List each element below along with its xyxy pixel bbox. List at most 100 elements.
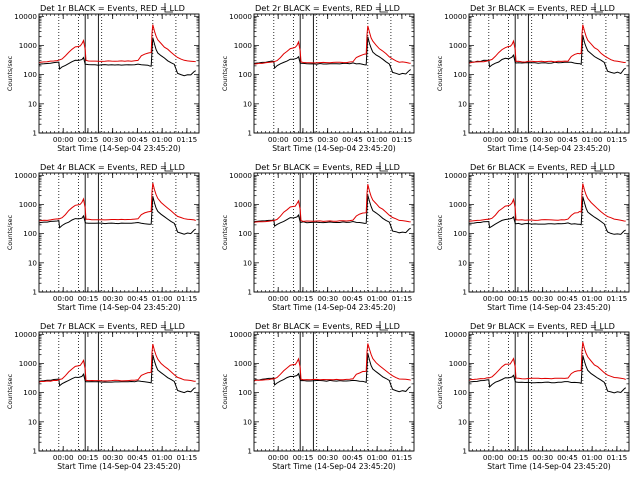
y-axis-label: Counts/sec	[221, 214, 229, 250]
y-tick-label: 100	[453, 229, 467, 238]
x-tick-label: 00:15	[78, 135, 99, 144]
x-tick-label: 00:00	[483, 453, 504, 462]
x-tick-label: 01:00	[152, 135, 173, 144]
y-tick-label: 1	[462, 129, 467, 138]
x-axis-label: Start Time (14-Sep-04 23:45:20)	[487, 462, 611, 471]
y-tick-label: 1000	[234, 41, 253, 50]
x-tick-label: 00:15	[293, 453, 314, 462]
y-tick-label: 100	[238, 70, 252, 79]
x-tick-label: 00:45	[557, 135, 578, 144]
series-line-events	[468, 355, 627, 394]
x-axis-label: Start Time (14-Sep-04 23:45:20)	[272, 303, 396, 312]
series-line-lld	[468, 24, 626, 64]
panel-title: Det 2r BLACK = Events, RED = LLD	[255, 3, 400, 13]
x-tick-label: 00:45	[342, 135, 363, 144]
title-bracket-mark	[379, 321, 388, 331]
x-tick-label: 00:45	[127, 453, 148, 462]
plot-frame	[468, 172, 630, 293]
y-tick-label: 1000	[449, 359, 468, 368]
title-bracket-mark	[164, 321, 173, 331]
y-tick-label: 10000	[229, 171, 252, 180]
y-axis-label: Counts/sec	[436, 214, 444, 250]
series-line-events	[468, 196, 626, 235]
x-tick-label: 00:45	[342, 294, 363, 303]
x-tick-label: 00:30	[102, 294, 123, 303]
series-line-lld	[468, 341, 626, 381]
panel-3: Det 3r BLACK = Events, RED = LLD 1 10 100 10…	[436, 3, 630, 153]
y-tick-label: 1	[32, 129, 37, 138]
panel-6: Det 6r BLACK = Events, RED = LLD 1 10 100 10…	[436, 162, 630, 312]
y-tick-label: 1000	[449, 41, 468, 50]
x-tick-label: 00:15	[508, 135, 529, 144]
y-tick-label: 100	[238, 388, 252, 397]
x-tick-label: 00:30	[102, 135, 123, 144]
y-tick-label: 10	[458, 99, 468, 108]
plot-frame	[38, 13, 200, 134]
y-tick-label: 1	[247, 129, 252, 138]
y-tick-label: 1	[462, 288, 467, 297]
y-axis-label: Counts/sec	[6, 55, 14, 91]
y-axis-label: Counts/sec	[436, 373, 444, 409]
series-line-events	[38, 37, 196, 77]
y-tick-label: 1000	[19, 41, 38, 50]
x-tick-label: 00:00	[53, 453, 74, 462]
plot-frame	[468, 13, 630, 134]
x-tick-label: 00:45	[127, 135, 148, 144]
y-tick-label: 10000	[229, 12, 252, 21]
x-tick-label: 00:00	[268, 294, 289, 303]
x-axis-label: Start Time (14-Sep-04 23:45:20)	[487, 303, 611, 312]
panel-5: Det 5r BLACK = Events, RED = LLD 1 10 100 10…	[221, 162, 415, 312]
panel-1: Det 1r BLACK = Events, RED = LLD 1 10 100 10…	[6, 3, 200, 153]
y-tick-label: 10	[458, 258, 468, 267]
series-line-lld	[254, 25, 411, 65]
panel-8: Det 8r BLACK = Events, RED = LLD 1 10 100 10…	[221, 321, 415, 471]
x-tick-label: 00:00	[53, 135, 74, 144]
x-tick-label: 00:15	[78, 453, 99, 462]
y-axis-label: Counts/sec	[221, 55, 229, 91]
x-tick-label: 01:15	[392, 453, 413, 462]
panel-title: Det 9r BLACK = Events, RED = LLD	[470, 321, 615, 331]
x-tick-label: 01:15	[607, 453, 628, 462]
plot-frame	[38, 172, 200, 293]
x-tick-label: 00:00	[268, 453, 289, 462]
panel-2: Det 2r BLACK = Events, RED = LLD 1 10 100 10…	[221, 3, 415, 153]
x-tick-label: 01:00	[582, 135, 603, 144]
y-tick-label: 10	[28, 99, 38, 108]
panel-title: Det 8r BLACK = Events, RED = LLD	[255, 321, 400, 331]
panel-title: Det 3r BLACK = Events, RED = LLD	[470, 3, 615, 13]
series-line-events	[253, 353, 411, 393]
x-tick-label: 01:15	[392, 135, 413, 144]
title-bracket-mark	[379, 3, 388, 13]
plot-frame	[38, 331, 200, 452]
panel-4: Det 4r BLACK = Events, RED = LLD 1 10 100 10…	[6, 162, 200, 312]
y-tick-label: 100	[23, 229, 37, 238]
x-tick-label: 00:15	[508, 453, 529, 462]
x-tick-label: 01:00	[152, 453, 173, 462]
x-tick-label: 00:30	[317, 135, 338, 144]
x-tick-label: 00:15	[293, 135, 314, 144]
title-bracket-mark	[379, 162, 388, 172]
y-tick-label: 10000	[14, 12, 37, 21]
plot-frame	[253, 13, 415, 134]
y-tick-label: 10000	[14, 330, 37, 339]
x-axis-label: Start Time (14-Sep-04 23:45:20)	[57, 303, 181, 312]
panel-title: Det 4r BLACK = Events, RED = LLD	[40, 162, 185, 172]
panel-7: Det 7r BLACK = Events, RED = LLD 1 10 100 10…	[6, 321, 200, 471]
x-tick-label: 01:00	[152, 294, 173, 303]
x-tick-label: 01:15	[177, 453, 198, 462]
y-tick-label: 10000	[444, 330, 467, 339]
x-axis-label: Start Time (14-Sep-04 23:45:20)	[272, 462, 396, 471]
y-tick-label: 100	[23, 388, 37, 397]
x-tick-label: 00:15	[78, 294, 99, 303]
x-tick-label: 00:15	[293, 294, 314, 303]
x-tick-label: 01:15	[177, 294, 198, 303]
series-line-lld	[253, 343, 411, 382]
series-line-lld	[469, 183, 626, 222]
x-tick-label: 00:30	[532, 135, 553, 144]
title-bracket-mark	[594, 162, 603, 172]
y-tick-label: 10000	[229, 330, 252, 339]
series-line-lld	[253, 184, 411, 223]
title-bracket-mark	[594, 3, 603, 13]
x-tick-label: 00:00	[483, 135, 504, 144]
